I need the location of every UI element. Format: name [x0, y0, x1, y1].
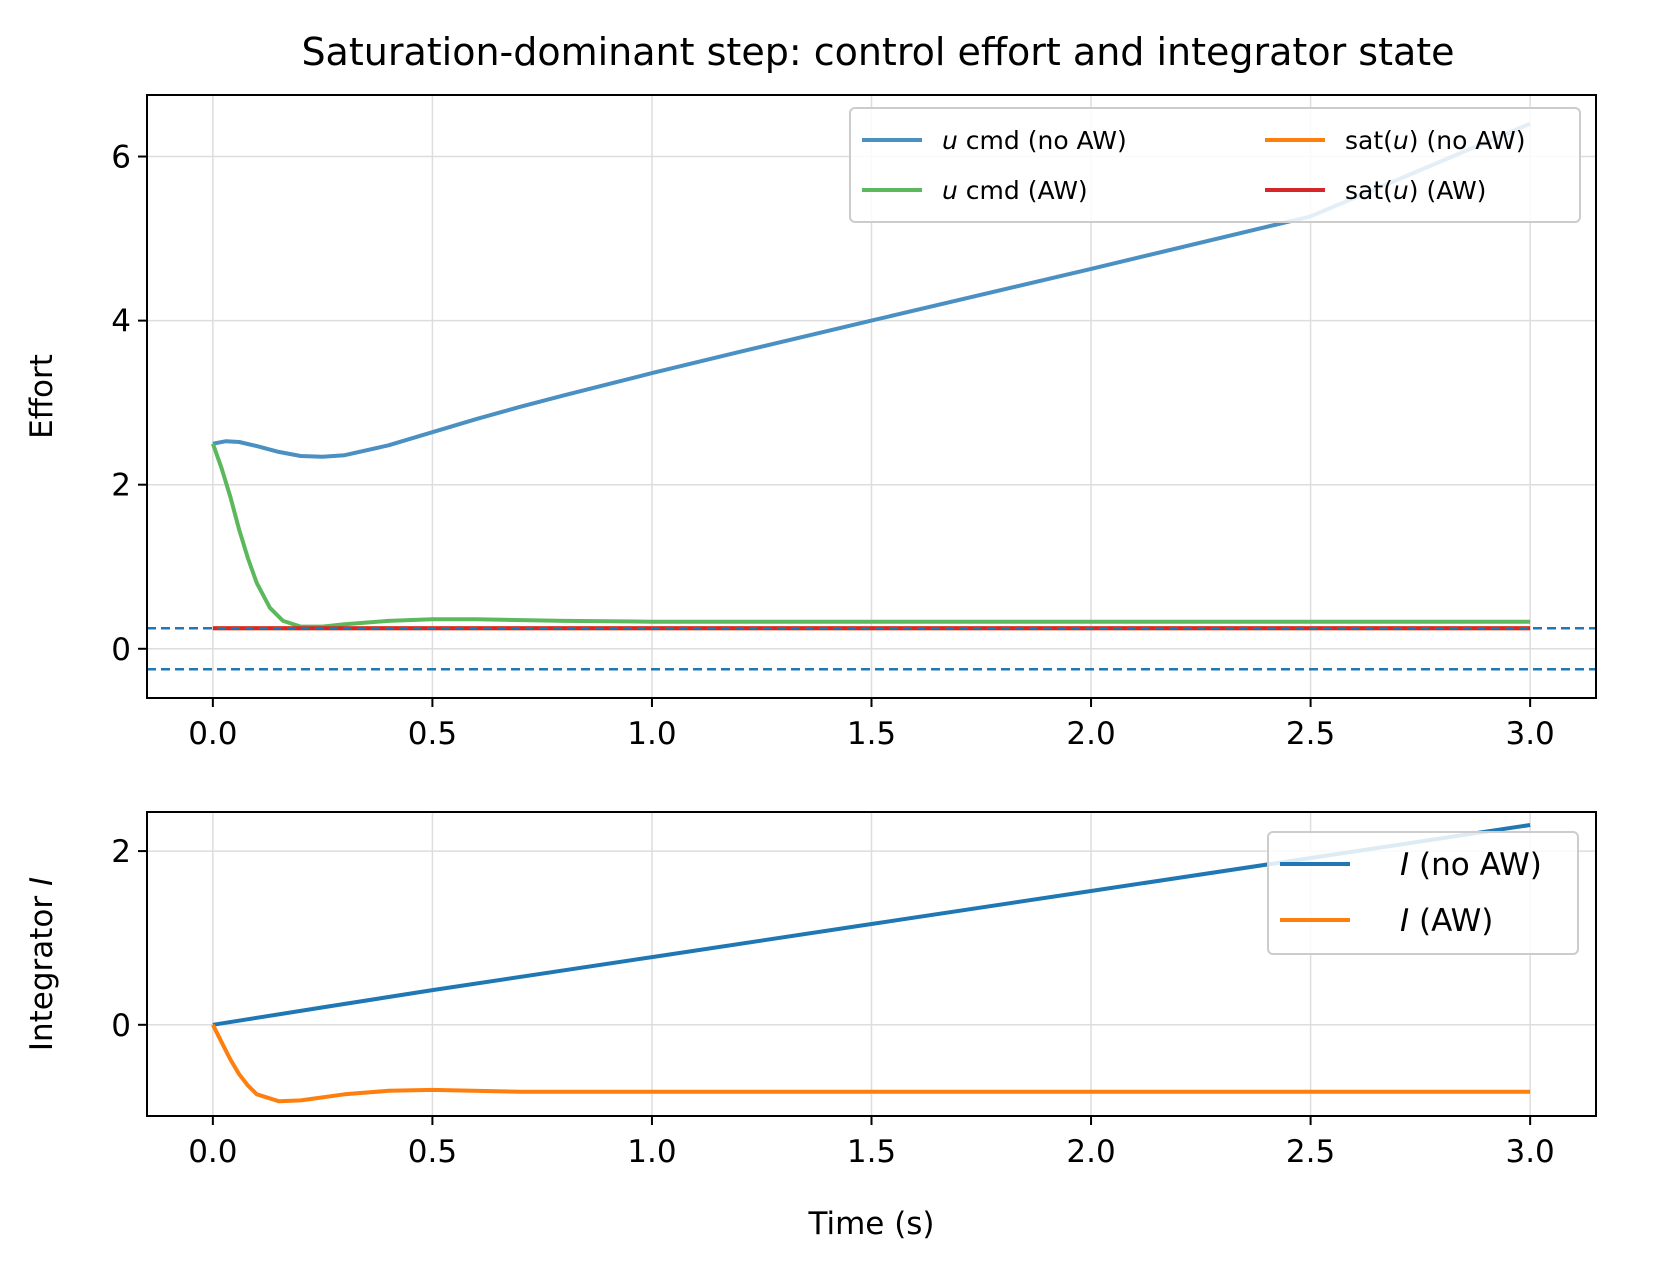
- x-axis-label: Time (s): [807, 1206, 934, 1242]
- legend-label: I (no AW): [1400, 847, 1542, 883]
- series-line-u-cmd-no-aw-: [212, 121, 1531, 459]
- y-axis-label: Integrator I: [24, 877, 60, 1051]
- x-tick-label: 0.5: [408, 716, 457, 752]
- legend-box: [849, 107, 1581, 223]
- x-tick-label: 2.0: [1066, 1134, 1115, 1170]
- y-tick-label: 0: [111, 632, 131, 668]
- legend-label: sat(u) (AW): [1345, 176, 1486, 205]
- y-axis-label: Effort: [24, 354, 60, 439]
- legend-label: u cmd (AW): [942, 176, 1088, 205]
- x-tick-label: 2.5: [1286, 716, 1335, 752]
- chart-title: Saturation-dominant step: control effort…: [301, 30, 1454, 74]
- x-tick-label: 3.0: [1505, 1134, 1554, 1170]
- x-tick-label: 1.5: [847, 716, 896, 752]
- y-tick-label: 2: [111, 468, 131, 504]
- x-tick-label: 0.5: [408, 1134, 457, 1170]
- x-tick-label: 0.0: [188, 716, 237, 752]
- legend: u cmd (no AW) sat(u) (no AW) u cmd (AW) sat…: [849, 107, 1581, 223]
- legend: I (no AW) I (AW): [1267, 831, 1579, 955]
- series-line-u-cmd-aw-: [211, 443, 1531, 629]
- x-tick-label: 1.0: [627, 1134, 676, 1170]
- legend-label: sat(u) (no AW): [1345, 126, 1526, 155]
- integrator-panel: 0.0 0.5 1.0 1.5 2.0 2.5 3.0 0 2 Integrator I Time …: [24, 811, 1597, 1242]
- x-tick-label: 1.0: [627, 716, 676, 752]
- legend-label: u cmd (no AW): [942, 126, 1127, 155]
- effort-panel: 0.0 0.5 1.0 1.5 2.0 2.5 3.0 0 2 4 6 Effort u cmd (no…: [24, 94, 1597, 752]
- y-tick-label: 6: [111, 140, 131, 176]
- series-line-i-aw-: [211, 1023, 1531, 1104]
- legend-label: I (AW): [1400, 903, 1493, 939]
- plot-area: [147, 121, 1596, 671]
- x-tick-label: 0.0: [188, 1134, 237, 1170]
- y-tick-label: 2: [111, 834, 131, 870]
- y-tick-label: 4: [111, 304, 131, 340]
- x-tick-label: 3.0: [1505, 716, 1554, 752]
- x-tick-label: 1.5: [847, 1134, 896, 1170]
- x-tick-label: 2.5: [1286, 1134, 1335, 1170]
- x-tick-label: 2.0: [1066, 716, 1115, 752]
- y-tick-label: 0: [111, 1008, 131, 1044]
